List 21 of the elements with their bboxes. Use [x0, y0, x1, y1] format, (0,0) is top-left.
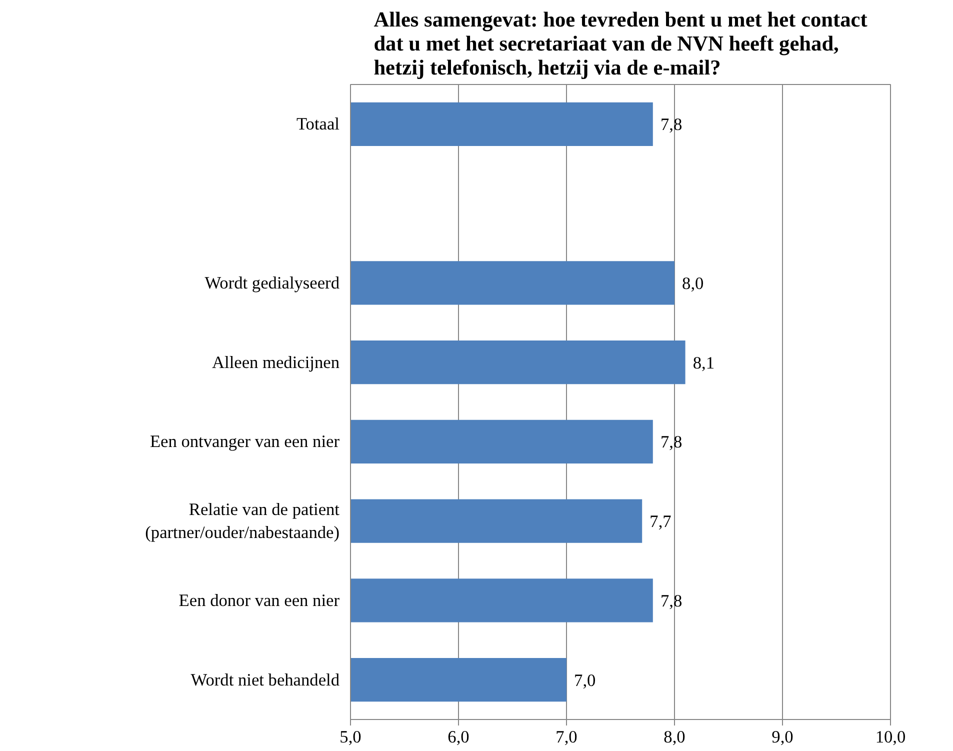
x-tick-label: 10,0 [875, 728, 906, 746]
y-tick-label: Relatie van de patient (partner/ouder/nabestaande) [145, 500, 340, 542]
y-tick-label: Alleen medicijnen [212, 352, 340, 372]
data-label: 8,0 [682, 274, 704, 293]
x-tick-label: 6,0 [448, 728, 470, 746]
x-tick-label: 7,0 [556, 728, 578, 746]
data-label: 7,8 [660, 591, 682, 610]
y-tick-label: Een donor van een nier [178, 590, 340, 610]
x-tick-label: 5,0 [340, 728, 362, 746]
data-label: 7,8 [660, 432, 682, 452]
chart-title: Alles samengevat: hoe tevreden bent u met het contact dat u met het secretariaat van de NVN heeft gehad, hetzij telefonisch, hetzij via de e-mail? [374, 8, 868, 80]
data-label: 7,7 [650, 512, 672, 532]
y-tick-label: Wordt gedialyseerd [204, 273, 340, 292]
data-label: 7,0 [574, 670, 596, 690]
y-tick-label: Wordt niet behandeld [190, 670, 340, 690]
y-tick-label: Totaal [296, 114, 340, 134]
x-tick-label: 8,0 [664, 728, 686, 746]
x-tick-label: 9,0 [772, 728, 794, 746]
data-label: 7,8 [660, 115, 682, 134]
data-label: 8,1 [692, 353, 715, 372]
y-tick-label: Een ontvanger van een nier [150, 432, 340, 452]
